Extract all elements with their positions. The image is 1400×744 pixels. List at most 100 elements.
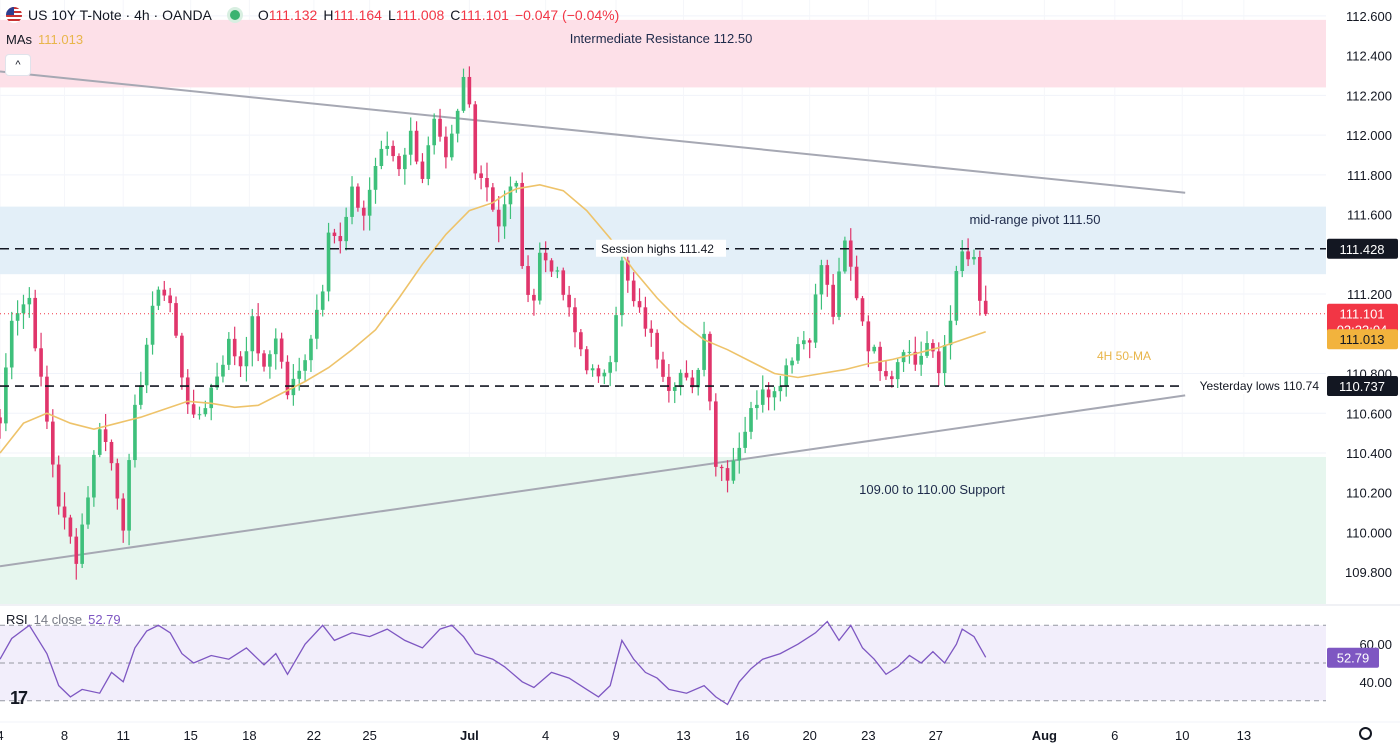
candle — [408, 117, 413, 166]
candle-body — [156, 289, 161, 306]
time-axis-label: 18 — [242, 728, 256, 743]
candle — [414, 121, 419, 165]
time-axis-label: Jul — [460, 728, 479, 743]
candle-body — [420, 161, 425, 179]
ma-label: 4H 50-MA — [1097, 349, 1151, 363]
candle-body — [250, 316, 255, 352]
candle-body — [631, 280, 636, 302]
candle-body — [444, 136, 448, 158]
candle-body — [403, 154, 407, 170]
candle-body — [819, 265, 824, 295]
rsi-value-tag-bg — [1327, 647, 1379, 668]
candle-body — [555, 270, 560, 272]
candle — [350, 176, 354, 225]
candle — [309, 334, 313, 373]
candle-body — [80, 524, 84, 564]
candle-body — [432, 118, 436, 146]
candle-body — [667, 376, 671, 391]
candle-body — [590, 368, 595, 371]
candle-body — [121, 498, 126, 531]
candle-body — [438, 118, 442, 137]
candle-body — [33, 297, 38, 349]
candle-body — [913, 351, 918, 365]
candle-body — [215, 376, 219, 388]
candle-body — [367, 189, 372, 216]
candle-body — [966, 251, 970, 260]
candle-body — [467, 76, 472, 105]
candle-body — [584, 349, 589, 371]
candle-body — [608, 362, 613, 373]
candle-body — [449, 133, 454, 158]
candle — [801, 331, 806, 350]
candle — [590, 364, 595, 377]
candle-body — [68, 517, 73, 537]
candle-body — [813, 294, 818, 343]
ohlc-low-key: L — [387, 7, 396, 23]
candle-body — [315, 309, 319, 339]
candle — [925, 331, 929, 359]
candle — [403, 147, 407, 185]
ma-legend[interactable]: MAs 111.013 — [6, 30, 83, 48]
candle-body — [884, 371, 888, 377]
candle-body — [15, 313, 20, 321]
candle-body — [749, 408, 753, 432]
candle — [755, 390, 759, 420]
candle — [27, 287, 32, 318]
candle — [150, 291, 155, 355]
candle — [191, 389, 196, 418]
candle — [39, 332, 43, 387]
candle — [45, 365, 49, 430]
candle-body — [461, 76, 466, 111]
candle — [97, 422, 102, 458]
candle — [21, 294, 26, 329]
candle-body — [561, 270, 566, 295]
candle — [526, 255, 530, 303]
candle-body — [837, 271, 841, 317]
candle — [291, 364, 296, 406]
zone-label-support: 109.00 to 110.00 Support — [859, 482, 1005, 497]
candle-body — [338, 236, 343, 242]
candle-body — [514, 182, 519, 187]
time-axis-label: 10 — [1175, 728, 1189, 743]
candle-body — [373, 166, 378, 190]
ma-line — [0, 183, 986, 454]
candle — [438, 108, 442, 142]
candle-body — [713, 401, 718, 467]
gear-icon[interactable] — [1359, 727, 1372, 740]
candle — [50, 409, 55, 478]
candle — [813, 283, 818, 349]
candle-body — [890, 376, 894, 380]
chevron-up-icon[interactable]: ^ — [5, 54, 31, 76]
candle-body — [279, 338, 284, 362]
candle — [449, 124, 454, 161]
candle — [514, 180, 519, 193]
time-axis-label: 9 — [612, 728, 619, 743]
candle — [303, 354, 307, 381]
candle-body — [755, 404, 759, 409]
candle — [719, 464, 724, 482]
ma-legend-label: MAs — [6, 31, 32, 47]
rsi-params: 14 close — [33, 612, 83, 627]
price-axis-tick: 112.600 — [1346, 9, 1392, 24]
candle-body — [602, 372, 607, 377]
candle-body — [678, 372, 683, 388]
candle — [168, 287, 172, 313]
candle — [80, 513, 84, 569]
candle-body — [508, 186, 513, 205]
candle-body — [848, 240, 853, 267]
candle-body — [133, 404, 137, 461]
candle — [784, 358, 789, 397]
candle — [209, 383, 214, 421]
symbol-title[interactable]: US 10Y T-Note · 4h · OANDA — [28, 7, 212, 23]
candle-body — [27, 297, 32, 305]
candle-body — [21, 304, 26, 314]
candle-body — [203, 408, 208, 415]
rsi-axis-tick: 40.00 — [1359, 675, 1392, 690]
candle-body — [843, 240, 847, 272]
candle-body — [397, 156, 401, 170]
rsi-legend[interactable]: RSI 14 close 52.79 — [6, 612, 121, 627]
candle-body — [45, 376, 49, 422]
price-change: −0.047 (−0.04%) — [514, 7, 620, 23]
candle-body — [379, 148, 384, 167]
